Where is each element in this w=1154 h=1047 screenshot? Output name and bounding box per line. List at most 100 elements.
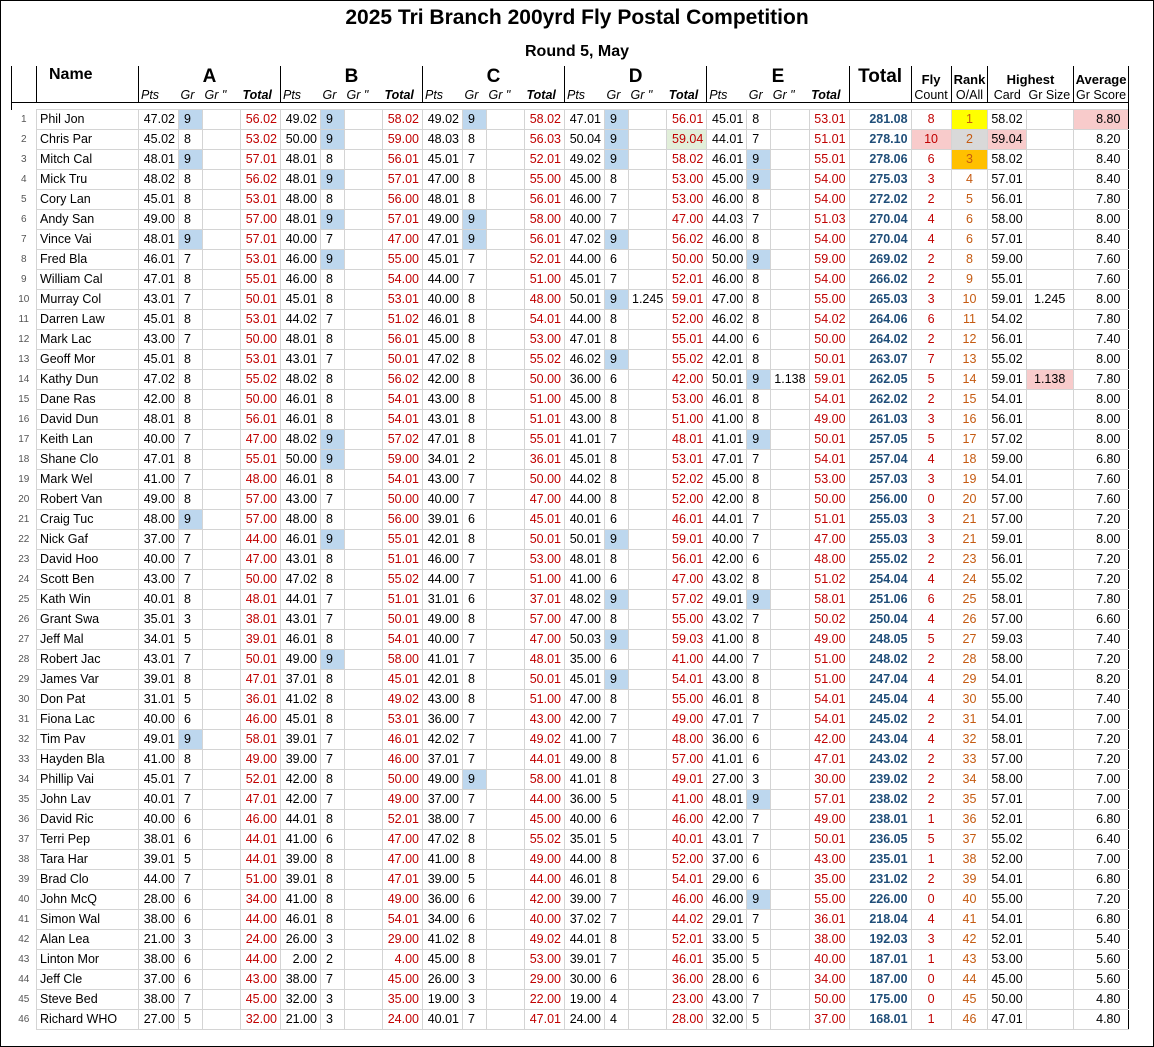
target-a-total: 47.01 bbox=[240, 789, 281, 810]
target-d-total: 52.00 bbox=[666, 309, 708, 330]
target-e-total: 47.01 bbox=[808, 749, 850, 770]
highest-group-size bbox=[1025, 269, 1074, 290]
target-a-points: 38.00 bbox=[138, 949, 179, 970]
target-e-total: 48.00 bbox=[808, 549, 850, 570]
target-e-group-count: 9 bbox=[746, 429, 772, 450]
target-b-group-count: 8 bbox=[320, 889, 345, 910]
row-index: 43 bbox=[11, 949, 37, 970]
target-e-group-size bbox=[770, 509, 810, 530]
target-c-points: 19.00 bbox=[422, 989, 463, 1010]
target-a-group-size bbox=[202, 429, 241, 450]
highest-group-size bbox=[1025, 649, 1074, 670]
grsize-header: Gr " bbox=[204, 88, 227, 102]
target-a-group-count: 8 bbox=[178, 209, 203, 230]
target-d-points: 50.01 bbox=[564, 289, 605, 310]
highest-group-size bbox=[1025, 109, 1074, 130]
target-b-total: 58.02 bbox=[382, 109, 423, 130]
target-b-points: 48.01 bbox=[280, 149, 321, 170]
target-c-points: 43.01 bbox=[422, 409, 463, 430]
target-d-points: 49.00 bbox=[564, 749, 605, 770]
fly-count: 5 bbox=[910, 369, 952, 390]
target-e-total: 55.00 bbox=[808, 889, 850, 910]
target-d-group-size bbox=[627, 889, 668, 910]
target-b-total: 24.00 bbox=[382, 1009, 423, 1030]
target-b-group-count: 3 bbox=[320, 1009, 345, 1030]
target-a-group-count: 7 bbox=[178, 249, 203, 270]
target-c-total: 51.00 bbox=[524, 689, 565, 710]
target-e-points: 50.01 bbox=[706, 369, 748, 390]
fly-count: 5 bbox=[910, 629, 952, 650]
target-a-points: 45.02 bbox=[138, 129, 179, 150]
average-group-score: 7.20 bbox=[1072, 509, 1130, 530]
target-e-group-count: 7 bbox=[746, 909, 772, 930]
target-b-total: 54.01 bbox=[382, 629, 423, 650]
target-e-total: 51.01 bbox=[808, 129, 850, 150]
table-row: 20 Robert Van 49.00 8 57.00 43.00 7 50.00 40.00 7… bbox=[11, 489, 1130, 510]
target-a-group-size bbox=[202, 529, 241, 550]
target-e-total: 59.00 bbox=[808, 249, 850, 270]
target-b-group-size bbox=[344, 489, 383, 510]
highest-group-size bbox=[1025, 429, 1074, 450]
target-d-group-count: 6 bbox=[604, 569, 629, 590]
target-a-total: 57.00 bbox=[240, 509, 281, 530]
target-d-points: 50.01 bbox=[564, 529, 605, 550]
target-c-points: 36.00 bbox=[422, 709, 463, 730]
target-b-group-size bbox=[344, 1009, 383, 1030]
target-d-group-size bbox=[627, 669, 668, 690]
target-a-points: 43.00 bbox=[138, 569, 179, 590]
target-d-group-size bbox=[627, 469, 668, 490]
target-b-points: 43.01 bbox=[280, 349, 321, 370]
average-group-score: 7.80 bbox=[1072, 589, 1130, 610]
target-e-group-size bbox=[770, 969, 810, 990]
target-e-total: 55.01 bbox=[808, 149, 850, 170]
target-e-points: 46.00 bbox=[706, 889, 748, 910]
fly-count: 1 bbox=[910, 809, 952, 830]
target-a-group-count: 8 bbox=[178, 749, 203, 770]
overall-rank: 15 bbox=[950, 389, 989, 410]
target-c-group-count: 7 bbox=[462, 649, 487, 670]
table-row: 36 David Ric 40.00 6 46.00 44.01 8 52.01 38.00 7 4… bbox=[11, 809, 1130, 830]
target-c-group-size bbox=[486, 269, 525, 290]
overall-rank: 43 bbox=[950, 949, 989, 970]
highest-card: 54.01 bbox=[987, 469, 1027, 490]
target-a-group-size bbox=[202, 709, 241, 730]
target-a-group-count: 6 bbox=[178, 969, 203, 990]
target-a-group-count: 9 bbox=[178, 149, 203, 170]
target-c-group-count: 7 bbox=[462, 269, 487, 290]
target-b-group-count: 8 bbox=[320, 869, 345, 890]
target-e-points: 44.00 bbox=[706, 649, 748, 670]
overall-rank: 1 bbox=[950, 109, 989, 130]
target-c-group-count: 3 bbox=[462, 989, 487, 1010]
target-d-total: 52.01 bbox=[666, 929, 708, 950]
table-row: 14 Kathy Dun 47.02 8 55.02 48.02 8 56.02 42.00 8 5… bbox=[11, 369, 1130, 390]
target-e-total: 51.00 bbox=[808, 669, 850, 690]
target-c-points: 43.00 bbox=[422, 389, 463, 410]
overall-rank: 12 bbox=[950, 329, 989, 350]
row-index: 39 bbox=[11, 869, 37, 890]
highest-card: 58.00 bbox=[987, 649, 1027, 670]
competitor-name: Don Pat bbox=[36, 689, 139, 710]
target-c-group-count: 8 bbox=[462, 429, 487, 450]
target-a-group-size bbox=[202, 989, 241, 1010]
target-c-group-count: 2 bbox=[462, 449, 487, 470]
target-c-points: 41.00 bbox=[422, 849, 463, 870]
target-d-total: 41.00 bbox=[666, 649, 708, 670]
highest-group-size bbox=[1025, 189, 1074, 210]
target-a-group-size bbox=[202, 569, 241, 590]
target-d-total: 58.02 bbox=[666, 149, 708, 170]
name-header: Name bbox=[36, 66, 139, 88]
target-b-points: 41.02 bbox=[280, 689, 321, 710]
target-d-total: 50.00 bbox=[666, 249, 708, 270]
highest-group-size bbox=[1025, 789, 1074, 810]
target-c-group-size bbox=[486, 409, 525, 430]
target-c-group-size bbox=[486, 709, 525, 730]
target-e-group-count: 7 bbox=[746, 989, 772, 1010]
target-c-points: 47.01 bbox=[422, 229, 463, 250]
target-b-group-count: 8 bbox=[320, 629, 345, 650]
fly-count: 2 bbox=[910, 789, 952, 810]
target-d-group-count: 8 bbox=[604, 389, 629, 410]
grand-total: 264.02 bbox=[848, 329, 912, 350]
target-b-total: 47.01 bbox=[382, 869, 423, 890]
target-b-points: 43.01 bbox=[280, 609, 321, 630]
target-a-total: 38.01 bbox=[240, 609, 281, 630]
